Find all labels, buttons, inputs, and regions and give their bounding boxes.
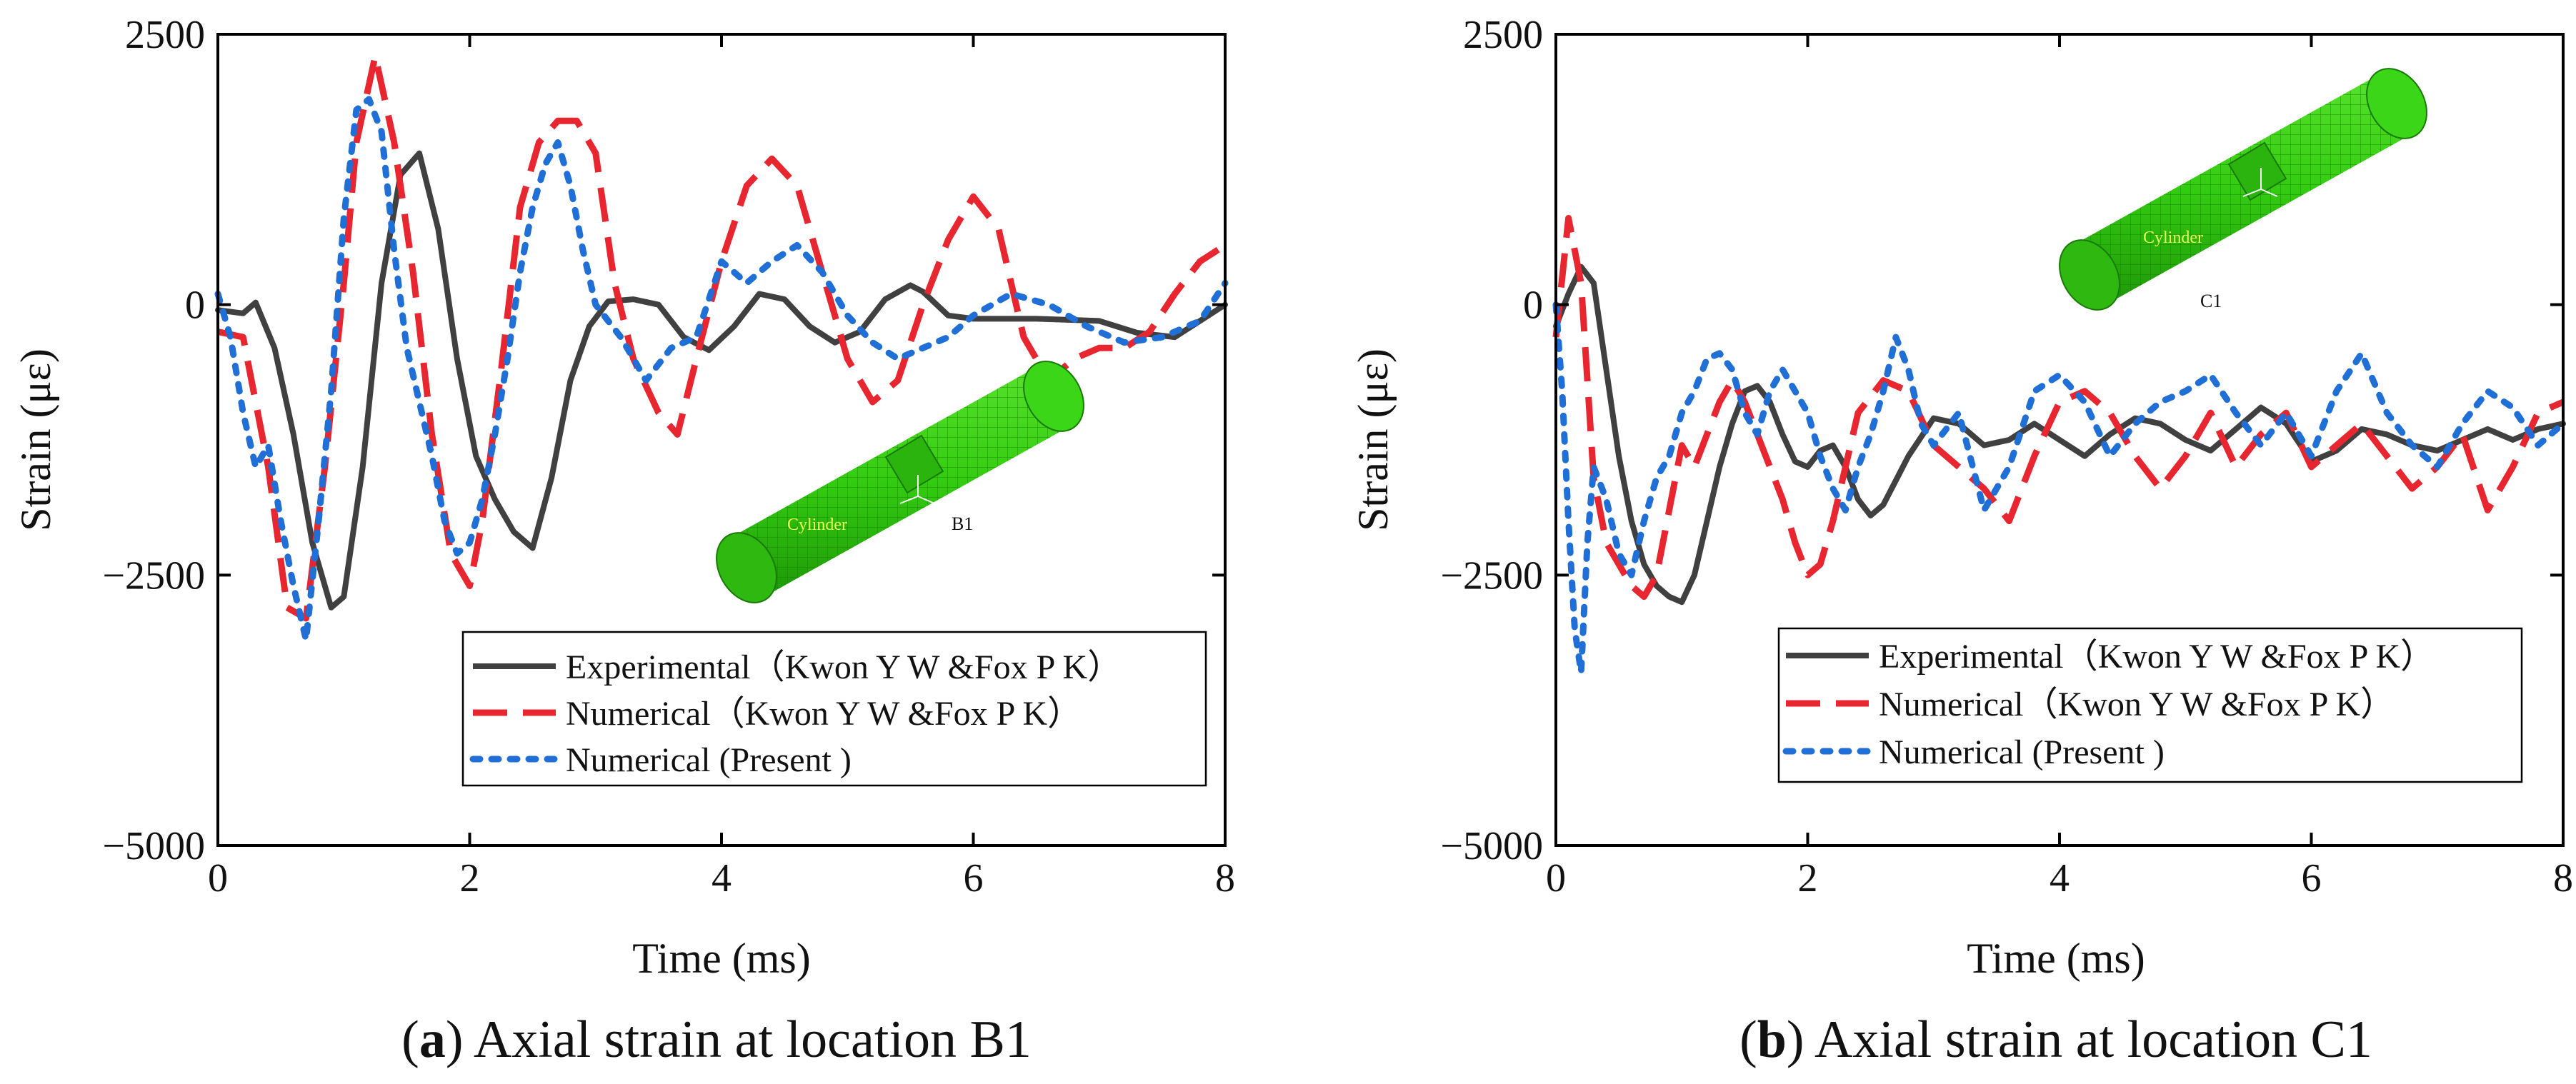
legend-label-numerical-present-b: Numerical (Present ) (1879, 733, 2165, 771)
series-line-experimental-a (215, 150, 1228, 611)
series-line-experimental-b (1553, 264, 2566, 606)
caption-text-a: Axial strain at location B1 (474, 1010, 1032, 1069)
legend-a: Experimental（Kwon Y W &Fox P K） Numerica… (461, 631, 1207, 787)
axis-triad-icon (2242, 168, 2278, 197)
x-tick-label-a: 2 (460, 856, 480, 900)
x-tick-label-b: 4 (2050, 856, 2070, 900)
series-line-numerical-ref-a (217, 52, 1227, 622)
x-tick-label-b: 0 (1546, 856, 1566, 900)
y-axis-title-b: Strain (με) (1349, 348, 1397, 531)
y-tick-label-b: 0 (1523, 283, 1543, 328)
y-tick-label-b: 2500 (1463, 13, 1543, 57)
x-axis-title-a: Time (ms) (632, 935, 811, 982)
x-tick-label-a: 0 (208, 856, 228, 900)
legend-label-numerical-present-a: Numerical (Present ) (566, 741, 852, 779)
inset-point-label-b1: B1 (952, 513, 973, 534)
caption-letter-b: b (1757, 1010, 1787, 1069)
x-tick-label-b: 8 (2553, 856, 2573, 900)
y-tick-label-b: −2500 (1440, 553, 1543, 598)
caption-b: (b) Axial strain at location C1 (1739, 1010, 2372, 1069)
axis-triad-icon (899, 475, 935, 504)
legend-label-experimental-a: Experimental（Kwon Y W &Fox P K） (566, 648, 1122, 686)
y-tick-label-a: 0 (185, 283, 205, 328)
y-axis-title-a: Strain (με) (12, 348, 59, 531)
caption-letter-a: a (419, 1010, 446, 1069)
legend-b: Experimental（Kwon Y W &Fox P K） Numerica… (1777, 627, 2523, 783)
series-line-numerical-present-b (1552, 301, 2567, 676)
inset-cylinder-label-b: Cylinder (2143, 229, 2203, 247)
x-tick-label-a: 8 (1215, 856, 1235, 900)
inset-point-label-c1: C1 (2200, 291, 2222, 311)
y-tick-label-a: 2500 (125, 13, 205, 57)
cylinder-model-inset-b: Cylinder C1 (2059, 68, 2427, 311)
series-line-numerical-ref-b (1552, 215, 2565, 601)
legend-label-numerical-ref-b: Numerical（Kwon Y W &Fox P K） (1879, 686, 2395, 723)
y-tick-label-a: −2500 (102, 553, 205, 598)
measurement-point-c1 (2180, 286, 2192, 297)
series-line-numerical-present-a (214, 96, 1229, 643)
x-axis-title-b: Time (ms) (1967, 935, 2145, 982)
y-tick-label-b: −5000 (1440, 824, 1543, 868)
chart-panel-b: 0 2 4 6 8 2500 0 −2500 −5000 Strain (με) Time (m… (1349, 13, 2573, 1069)
legend-label-experimental-b: Experimental（Kwon Y W &Fox P K） (1879, 638, 2435, 676)
legend-label-numerical-ref-a: Numerical（Kwon Y W &Fox P K） (566, 695, 1082, 733)
caption-text-b: Axial strain at location C1 (1814, 1010, 2372, 1069)
x-tick-label-b: 6 (2302, 856, 2322, 900)
x-tick-label-a: 6 (964, 856, 984, 900)
caption-a: (a) Axial strain at location B1 (401, 1010, 1032, 1069)
x-tick-label-b: 2 (1798, 856, 1818, 900)
x-tick-label-a: 4 (712, 856, 732, 900)
inset-cylinder-label-a: Cylinder (787, 516, 847, 534)
cylinder-model-inset-a: Cylinder B1 (716, 361, 1084, 603)
plot-area-a: 0 2 4 6 8 2500 0 −2500 −5000 (102, 13, 1235, 900)
measurement-point-b1 (950, 500, 962, 511)
chart-panel-a: 0 2 4 6 8 2500 0 −2500 −5000 Strain (με) Time (m… (12, 13, 1235, 1069)
y-tick-label-a: −5000 (102, 824, 205, 868)
plot-area-b: 0 2 4 6 8 2500 0 −2500 −5000 (1440, 13, 2573, 900)
